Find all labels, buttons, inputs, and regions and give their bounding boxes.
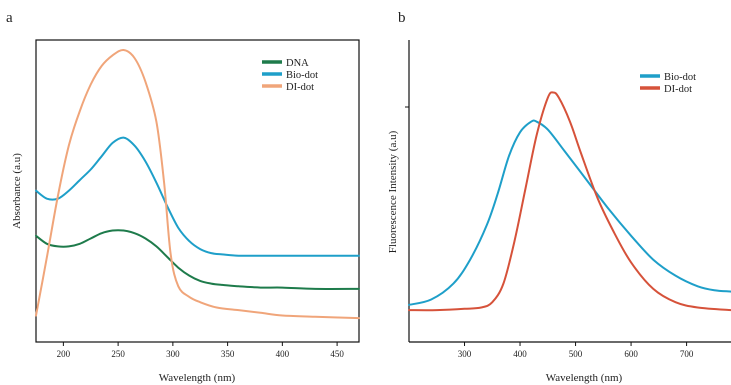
panel-b: b 300 400 500 600 700 Wavelength (nm) Fluore… [387, 10, 731, 384]
panel-b-legend-label: DI-dot [664, 84, 692, 95]
panel-b-x-tick-label: 600 [624, 349, 638, 359]
panel-b-x-tick-label: 500 [569, 349, 583, 359]
panel-a: a 200 250 300 350 400 450 Wavelength (nm) Abs… [6, 10, 360, 384]
panel-a-series-line-bio-dot [35, 136, 360, 257]
panel-a-x-ticks: 200 250 300 350 400 450 [57, 342, 344, 359]
panel-a-legend-label: DI-dot [286, 82, 314, 93]
panel-a-x-tick-label: 400 [276, 349, 290, 359]
panel-a-x-tick-label: 300 [166, 349, 180, 359]
panel-a-y-axis-label: Absorbance (a.u) [11, 153, 23, 229]
panel-a-series-group [35, 48, 360, 320]
panel-b-series-line-di-dot [408, 91, 731, 312]
panel-b-x-axis-label: Wavelength (nm) [546, 372, 623, 384]
panel-b-series-group [408, 91, 731, 312]
panel-b-x-tick-label: 400 [513, 349, 527, 359]
panel-b-legend-label: Bio-dot [664, 72, 696, 83]
panel-b-x-tick-label: 300 [458, 349, 472, 359]
panel-a-series-line-dna [35, 229, 360, 290]
panel-a-x-tick-label: 200 [57, 349, 71, 359]
panel-a-legend-label: Bio-dot [286, 70, 318, 81]
panel-b-series-line-bio-dot [408, 119, 731, 306]
panel-a-x-tick-label: 350 [221, 349, 235, 359]
panel-a-legend-label: DNA [286, 58, 309, 69]
panel-b-x-ticks: 300 400 500 600 700 [458, 342, 694, 359]
panel-b-y-axis-label: Fluorescence Intensity (a.u) [387, 130, 399, 253]
panel-b-x-tick-label: 700 [680, 349, 694, 359]
panel-a-x-tick-label: 450 [330, 349, 344, 359]
panel-a-x-tick-label: 250 [111, 349, 125, 359]
panel-a-letter: a [6, 10, 13, 26]
panel-b-letter: b [398, 10, 406, 26]
panel-a-x-axis-label: Wavelength (nm) [159, 372, 236, 384]
panel-a-series-line-di-dot [35, 48, 360, 320]
